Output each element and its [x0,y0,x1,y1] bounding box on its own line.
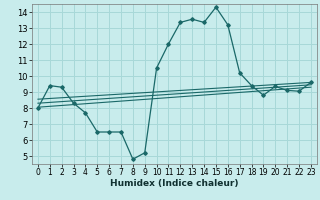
X-axis label: Humidex (Indice chaleur): Humidex (Indice chaleur) [110,179,239,188]
